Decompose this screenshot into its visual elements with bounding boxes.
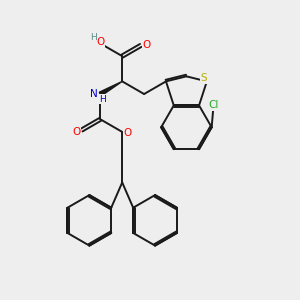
Text: H: H — [90, 34, 97, 43]
Text: S: S — [201, 74, 207, 83]
Polygon shape — [99, 81, 122, 96]
Text: O: O — [72, 127, 80, 136]
Text: H: H — [99, 95, 106, 104]
Text: O: O — [97, 38, 105, 47]
Text: O: O — [142, 40, 150, 50]
Text: Cl: Cl — [208, 100, 218, 110]
Text: O: O — [123, 128, 132, 138]
Text: N: N — [90, 89, 98, 99]
